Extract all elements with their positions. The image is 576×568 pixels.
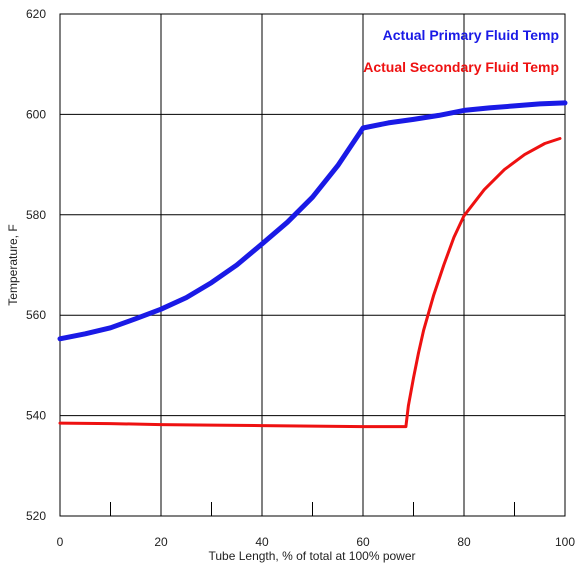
y-tick-label: 520: [26, 509, 46, 523]
x-tick-label: 80: [457, 535, 471, 549]
legend-primary-fluid-temp: Actual Primary Fluid Temp: [383, 27, 559, 43]
x-tick-label: 40: [255, 535, 269, 549]
x-tick-label: 100: [555, 535, 575, 549]
legend-secondary-fluid-temp: Actual Secondary Fluid Temp: [363, 59, 559, 75]
x-tick-label: 20: [154, 535, 168, 549]
y-tick-label: 620: [26, 7, 46, 21]
y-tick-label: 580: [26, 208, 46, 222]
y-tick-label: 540: [26, 409, 46, 423]
x-axis-label: Tube Length, % of total at 100% power: [208, 549, 415, 563]
y-axis-label: Temperature, F: [6, 224, 20, 305]
x-tick-label: 0: [57, 535, 64, 549]
secondary-fluid-temp-line: [58, 137, 562, 429]
plot-background: [59, 13, 566, 517]
data-series: [57, 100, 568, 429]
y-tick-label: 560: [26, 308, 46, 322]
x-tick-label: 60: [356, 535, 370, 549]
primary-fluid-temp-line: [57, 100, 568, 342]
y-tick-label: 600: [26, 107, 46, 121]
axis-ticks: 0 20 40 60 80 100 520 540 560 580 600 620: [26, 7, 575, 549]
